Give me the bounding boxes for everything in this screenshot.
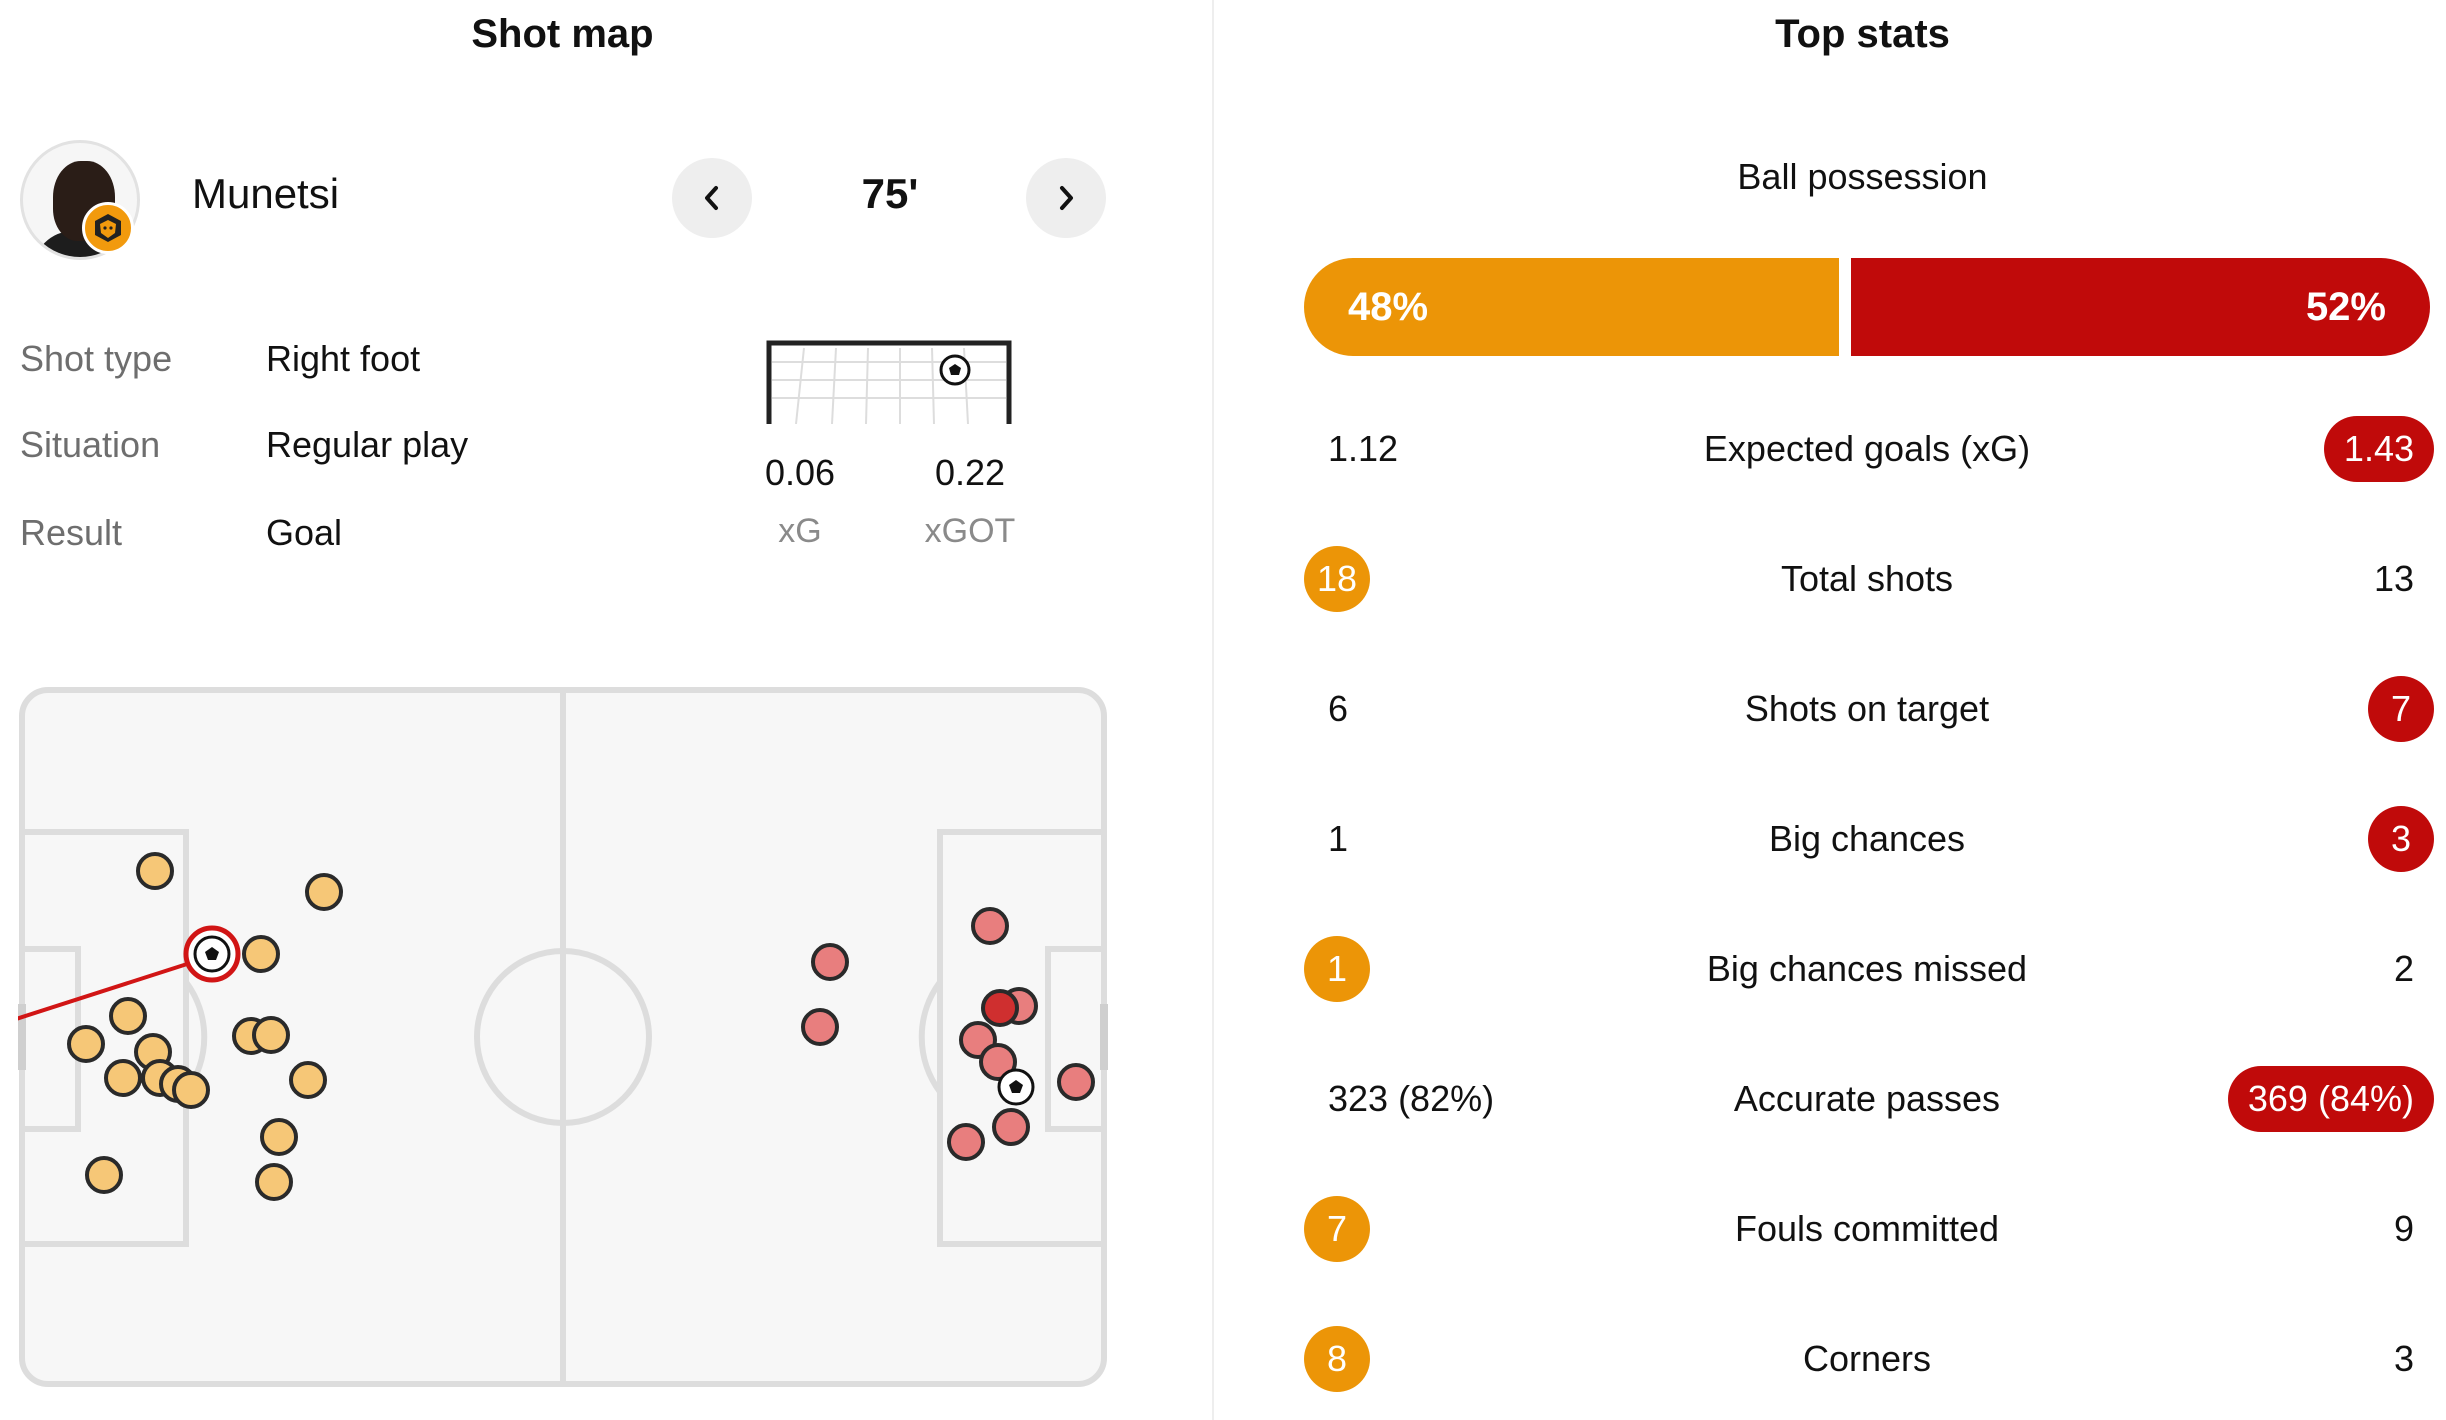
stat-home-value: 1.12 bbox=[1328, 428, 1399, 469]
shot-minute: 75' bbox=[861, 170, 919, 217]
shot-marker bbox=[981, 989, 1019, 1027]
chevron-left-icon bbox=[705, 186, 718, 210]
stat-label: Big chances missed bbox=[1706, 948, 2028, 989]
shot-marker bbox=[1057, 1063, 1095, 1101]
stat-away-value: 1.43 bbox=[2323, 414, 2434, 484]
stat-away-value: 7 bbox=[2368, 674, 2434, 744]
result-label: Result bbox=[20, 512, 123, 553]
stat-row: Corners 8 3 bbox=[1300, 1324, 2434, 1394]
stat-label: Corners bbox=[1802, 1338, 1932, 1379]
stat-row: Expected goals (xG) 1.12 1.43 bbox=[1300, 414, 2434, 484]
stat-home-value: 1 bbox=[1304, 934, 1370, 1004]
shot-marker bbox=[67, 1025, 105, 1063]
shot-marker bbox=[992, 1108, 1030, 1146]
xg-value: 0.06 bbox=[764, 452, 836, 493]
pitch bbox=[18, 687, 1108, 1387]
possession-bar-away: 52% bbox=[1851, 258, 2430, 356]
shot-marker bbox=[255, 1163, 293, 1201]
stat-label: Expected goals (xG) bbox=[1703, 428, 2031, 469]
stat-away-value: 3 bbox=[2393, 1338, 2414, 1379]
shot-marker bbox=[289, 1061, 327, 1099]
stat-home-value: 1 bbox=[1328, 818, 1349, 859]
ball-icon bbox=[193, 935, 231, 973]
shot-type-value: Right foot bbox=[266, 338, 421, 379]
shot-marker bbox=[971, 907, 1009, 945]
shot-marker bbox=[979, 1043, 1017, 1081]
top-stats-title: Top stats bbox=[1775, 12, 1950, 56]
situation-label: Situation bbox=[20, 424, 161, 465]
xgot-value: 0.22 bbox=[934, 452, 1006, 493]
xgot-label: xGOT bbox=[924, 512, 1016, 550]
shot-trajectory-line bbox=[18, 954, 213, 1021]
stat-row: Shots on target 6 7 bbox=[1300, 674, 2434, 744]
shot-type-label: Shot type bbox=[20, 338, 173, 379]
shot-marker bbox=[811, 943, 849, 981]
stat-home-value: 18 bbox=[1304, 544, 1370, 614]
stat-label: Fouls committed bbox=[1734, 1208, 2000, 1249]
stat-home-value: 8 bbox=[1304, 1324, 1370, 1394]
goal-frame-diagram bbox=[766, 340, 1012, 424]
shot-marker bbox=[801, 1008, 839, 1046]
possession-label: Ball possession bbox=[1737, 156, 1988, 197]
stat-home-value: 7 bbox=[1304, 1194, 1370, 1264]
shot-marker bbox=[85, 1156, 123, 1194]
panel-divider bbox=[1212, 0, 1214, 1420]
ball-icon bbox=[997, 1068, 1035, 1106]
stat-home-value: 323 (82%) bbox=[1328, 1078, 1495, 1119]
xg-label: xG bbox=[778, 512, 822, 550]
stat-label: Accurate passes bbox=[1733, 1078, 2001, 1119]
previous-shot-button[interactable] bbox=[672, 158, 752, 238]
stat-away-value: 3 bbox=[2368, 804, 2434, 874]
chevron-right-icon bbox=[1060, 186, 1073, 210]
shot-marker bbox=[260, 1118, 298, 1156]
stat-row: Total shots 18 13 bbox=[1300, 544, 2434, 614]
stat-away-value: 369 (84%) bbox=[2227, 1064, 2434, 1134]
shot-marker bbox=[109, 997, 147, 1035]
shot-marker bbox=[136, 852, 174, 890]
stat-away-value: 2 bbox=[2393, 948, 2414, 989]
stat-row: Big chances missed 1 2 bbox=[1300, 934, 2434, 1004]
stat-away-value: 9 bbox=[2393, 1208, 2414, 1249]
shot-marker bbox=[242, 935, 280, 973]
possession-bar-home: 48% bbox=[1304, 258, 1839, 356]
result-value: Goal bbox=[266, 512, 343, 553]
stat-label: Total shots bbox=[1780, 558, 1954, 599]
shot-marker bbox=[947, 1123, 985, 1161]
situation-value: Regular play bbox=[266, 424, 469, 465]
shot-map-title: Shot map bbox=[471, 12, 654, 56]
stat-label: Big chances bbox=[1768, 818, 1966, 859]
possession-home-value: 48% bbox=[1348, 284, 1429, 329]
stat-row: Fouls committed 7 9 bbox=[1300, 1194, 2434, 1264]
stat-row: Accurate passes 323 (82%) 369 (84%) bbox=[1300, 1064, 2434, 1134]
wolves-badge-icon bbox=[82, 202, 134, 254]
next-shot-button[interactable] bbox=[1026, 158, 1106, 238]
possession-away-value: 52% bbox=[2305, 284, 2386, 329]
stat-row: Big chances 1 3 bbox=[1300, 804, 2434, 874]
shot-marker bbox=[104, 1059, 142, 1097]
ball-icon bbox=[939, 354, 971, 386]
player-name[interactable]: Munetsi bbox=[192, 170, 340, 217]
shot-marker bbox=[305, 873, 343, 911]
stat-away-value: 13 bbox=[2373, 558, 2414, 599]
shot-marker bbox=[252, 1016, 290, 1054]
stat-label: Shots on target bbox=[1744, 688, 1990, 729]
stat-home-value: 6 bbox=[1328, 688, 1349, 729]
shot-marker bbox=[172, 1071, 210, 1109]
